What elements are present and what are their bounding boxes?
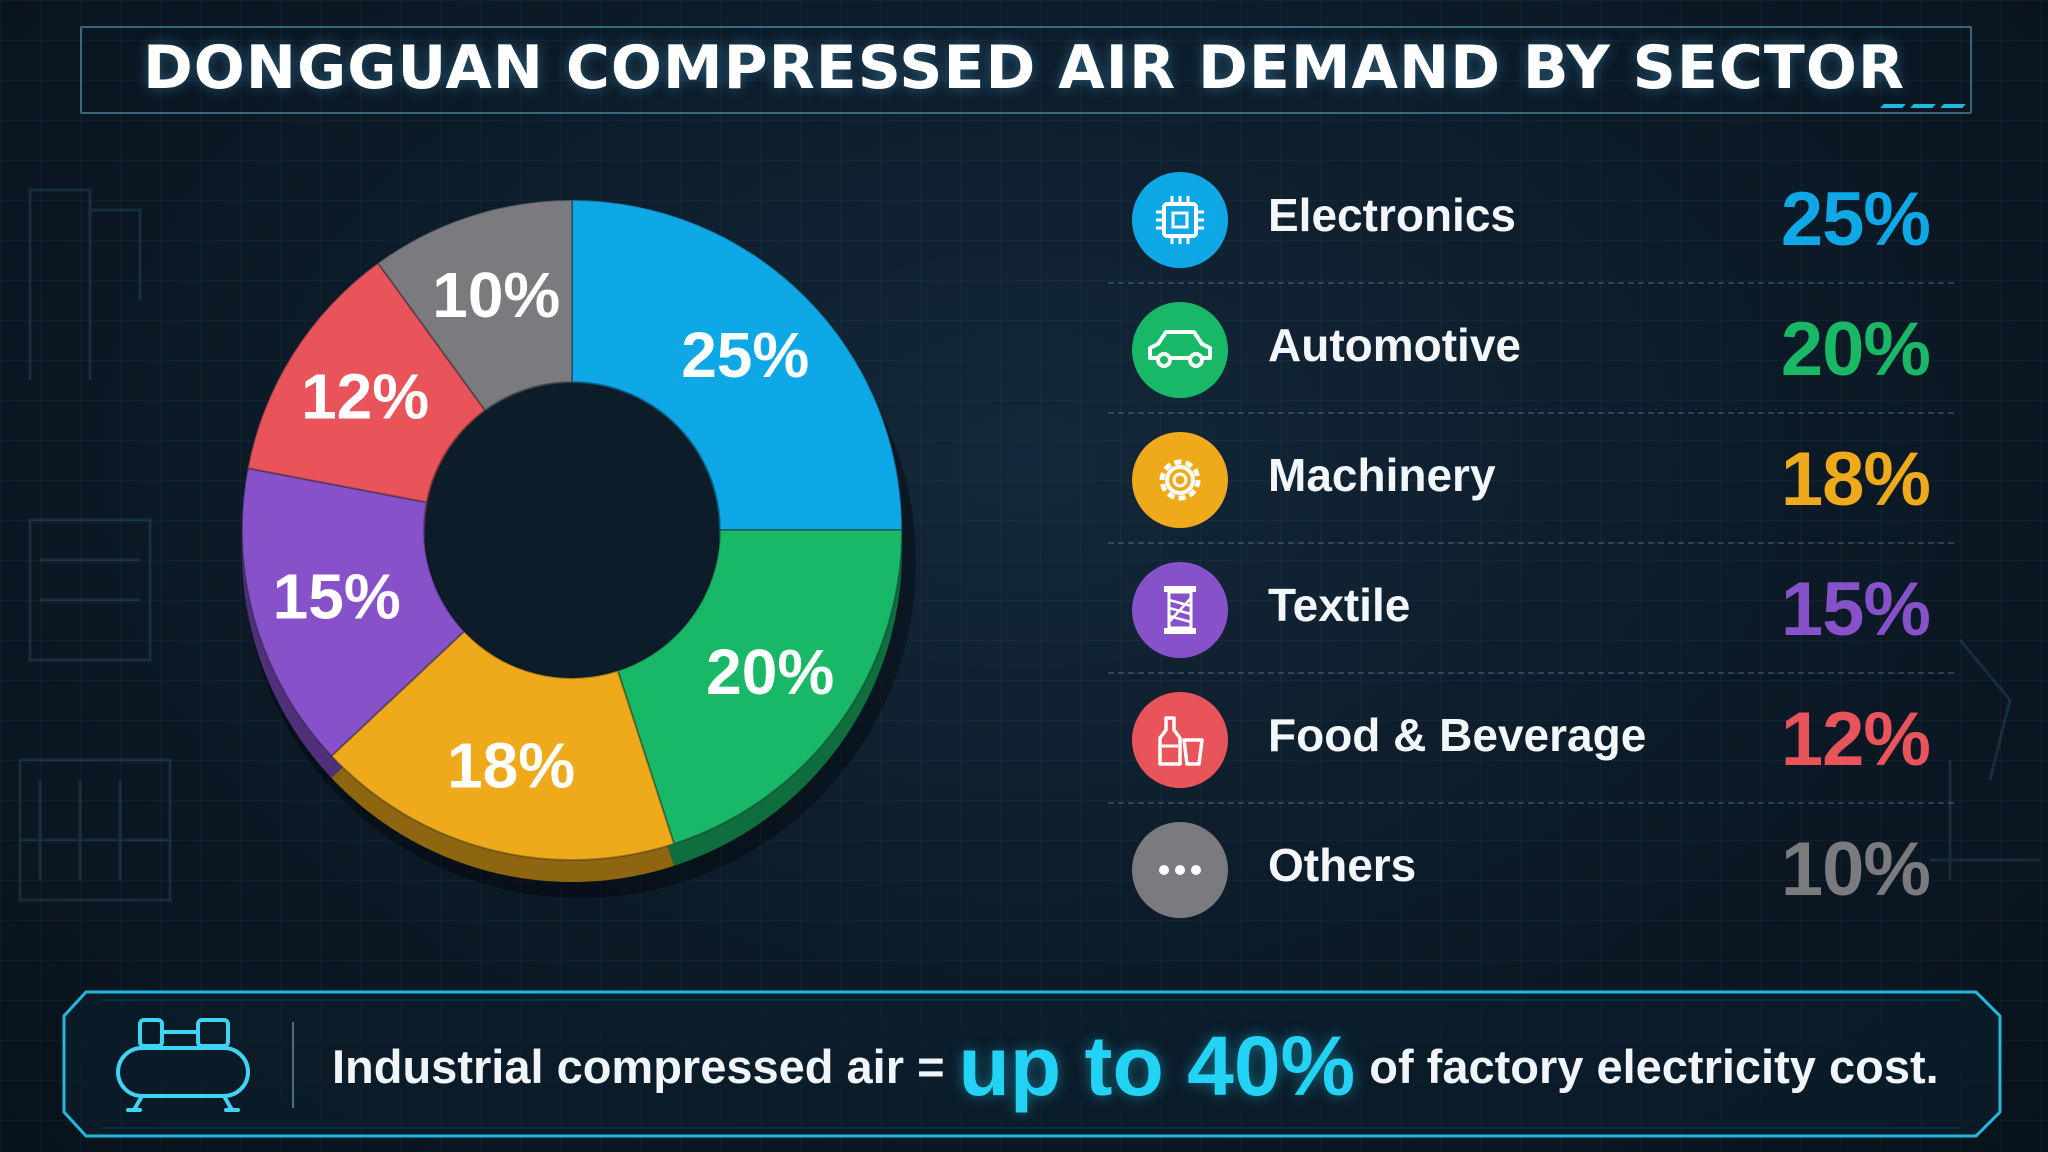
legend-divider bbox=[1108, 282, 1954, 284]
slice-others bbox=[376, 198, 573, 412]
legend-label: Machinery bbox=[1268, 449, 1496, 501]
legend-item-electronics: Electronics 25% bbox=[1108, 154, 1954, 284]
chip-icon bbox=[1132, 172, 1228, 268]
legend-label: Automotive bbox=[1268, 319, 1521, 371]
slice-food-beverage bbox=[246, 261, 487, 504]
slice-automotive bbox=[616, 529, 904, 846]
bottle-cup-icon bbox=[1132, 692, 1228, 788]
legend: Electronics 25% Automotive 20% Machinery 18% T… bbox=[1108, 154, 1954, 934]
legend-value: 20% bbox=[1780, 307, 1931, 392]
slice-textile bbox=[241, 466, 466, 758]
legend-item-textile: Textile 15% bbox=[1108, 544, 1954, 674]
air-compressor-icon bbox=[116, 1018, 250, 1112]
donut-hole bbox=[425, 383, 719, 677]
more-dots-icon bbox=[1132, 822, 1228, 918]
thread-spool-icon bbox=[1132, 562, 1228, 658]
legend-item-automotive: Automotive 20% bbox=[1108, 284, 1954, 414]
data-label-automotive: 20% bbox=[706, 636, 834, 708]
banner-text-before: Industrial compressed air = bbox=[332, 1039, 945, 1093]
title-accent bbox=[1910, 104, 1936, 108]
banner-divider bbox=[292, 1022, 294, 1108]
legend-item-food-beverage: Food & Beverage 12% bbox=[1108, 674, 1954, 804]
car-icon bbox=[1132, 302, 1228, 398]
legend-item-machinery: Machinery 18% bbox=[1108, 414, 1954, 544]
legend-item-others: Others 10% bbox=[1108, 804, 1954, 934]
donut-chart: 25% 20% 18% 15% 12%10% bbox=[241, 198, 916, 898]
legend-label: Food & Beverage bbox=[1268, 709, 1647, 761]
slice-machinery bbox=[330, 629, 676, 861]
legend-divider bbox=[1108, 802, 1954, 804]
legend-value: 15% bbox=[1780, 567, 1931, 652]
title-frame bbox=[80, 26, 1972, 114]
data-label-machinery: 18% bbox=[447, 729, 575, 801]
legend-divider bbox=[1108, 542, 1954, 544]
legend-value: 10% bbox=[1780, 827, 1931, 912]
banner-text-after: of factory electricity cost. bbox=[1369, 1039, 1939, 1093]
banner-text: Industrial compressed air = up to 40% of… bbox=[332, 1010, 1939, 1122]
chart-title: DONGGUAN COMPRESSED AIR DEMAND BY SECTOR bbox=[142, 33, 1906, 103]
data-label-electronics: 25% bbox=[681, 319, 809, 391]
legend-value: 25% bbox=[1780, 177, 1931, 262]
data-label-others: 10% bbox=[432, 259, 560, 331]
title-accent bbox=[1940, 104, 1966, 108]
banner-frame bbox=[62, 990, 2002, 1138]
legend-value: 18% bbox=[1780, 437, 1931, 522]
banner-highlight: up to 40% bbox=[958, 1018, 1356, 1113]
data-label-food-beverage: 12% bbox=[301, 361, 429, 433]
legend-divider bbox=[1108, 672, 1954, 674]
legend-label: Electronics bbox=[1268, 189, 1516, 241]
legend-label: Textile bbox=[1268, 579, 1411, 631]
title-accent bbox=[1880, 104, 1906, 108]
legend-value: 12% bbox=[1780, 697, 1931, 782]
gear-icon bbox=[1132, 432, 1228, 528]
legend-label: Others bbox=[1268, 839, 1417, 891]
legend-divider bbox=[1108, 412, 1954, 414]
data-label-textile: 15% bbox=[273, 560, 401, 632]
slice-electronics bbox=[571, 198, 904, 531]
